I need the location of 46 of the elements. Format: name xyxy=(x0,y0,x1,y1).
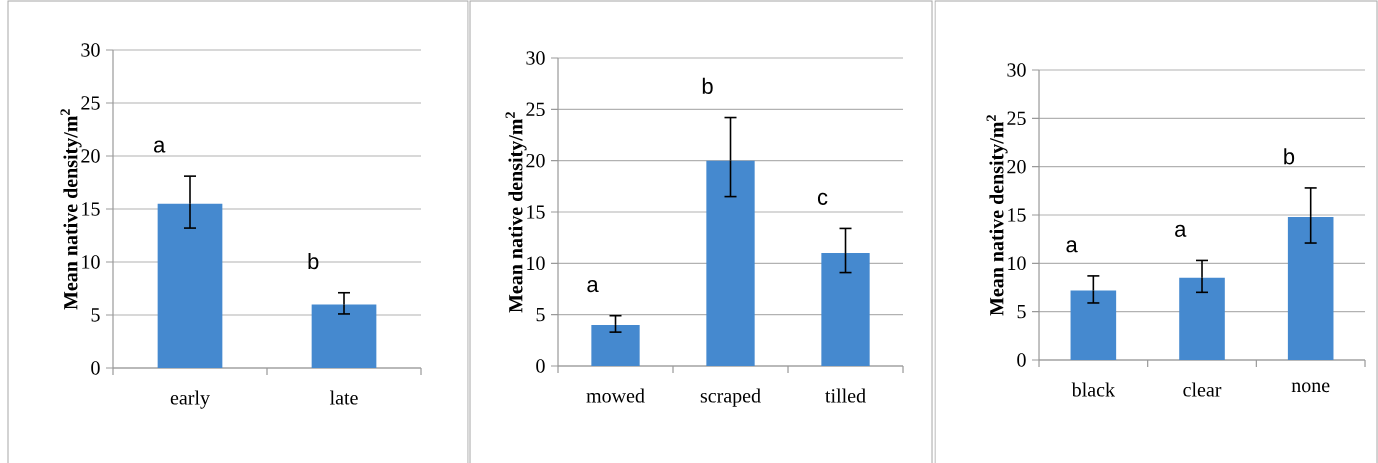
x-tick-label: tilled xyxy=(825,388,866,403)
x-tick-label: mowed xyxy=(586,388,645,403)
y-axis-title: Mean native density/m$^{2}$ xyxy=(986,115,1008,316)
y-tick-label: 20 xyxy=(526,153,545,168)
x-tick-label: scraped xyxy=(700,388,761,407)
bar xyxy=(821,253,870,366)
bar xyxy=(591,324,640,366)
y-tick-label: 20 xyxy=(1007,159,1026,174)
y-tick-label: 0 xyxy=(536,359,545,373)
y-tick-label: 30 xyxy=(1007,63,1026,77)
x-tick-label: none xyxy=(1291,382,1330,393)
y-tick-label: 5 xyxy=(1017,305,1026,319)
x-tick-label: early xyxy=(170,390,210,409)
y-tick-label: 0 xyxy=(1017,353,1026,367)
y-tick-label: 25 xyxy=(1007,111,1026,126)
y-tick-label: 15 xyxy=(1008,208,1026,222)
y-tick-label: 15 xyxy=(82,202,100,216)
y-tick-label: 0 xyxy=(91,361,100,375)
annotation: a xyxy=(1175,224,1187,237)
annotation: b xyxy=(702,77,713,95)
annotation: a xyxy=(154,140,166,153)
bar xyxy=(1287,216,1334,360)
x-tick-label: black xyxy=(1071,382,1116,397)
annotation: a xyxy=(587,280,599,293)
annotation: a xyxy=(1066,240,1078,253)
y-axis-title: Mean native density/m$^{2}$ xyxy=(505,112,527,313)
y-tick-label: 5 xyxy=(91,308,100,322)
y-tick-label: 10 xyxy=(1008,256,1026,271)
annotation: c xyxy=(817,192,828,205)
y-tick-label: 25 xyxy=(81,96,100,110)
y-tick-label: 30 xyxy=(526,51,545,65)
y-tick-label: 25 xyxy=(526,102,545,117)
y-tick-label: 10 xyxy=(527,256,545,271)
y-tick-label: 15 xyxy=(527,205,545,219)
y-axis-title: Mean native density/m$^{2}$ xyxy=(60,109,82,310)
y-tick-label: 5 xyxy=(536,308,545,322)
x-tick-label: clear xyxy=(1183,382,1222,397)
annotation: b xyxy=(308,253,319,270)
bar xyxy=(1179,277,1225,360)
x-tick-label: late xyxy=(329,390,358,405)
bar xyxy=(706,160,755,366)
annotation: b xyxy=(1284,148,1295,165)
y-tick-label: 30 xyxy=(81,43,100,57)
y-tick-label: 10 xyxy=(82,255,100,269)
y-tick-label: 20 xyxy=(81,149,100,163)
bar xyxy=(1070,290,1117,360)
